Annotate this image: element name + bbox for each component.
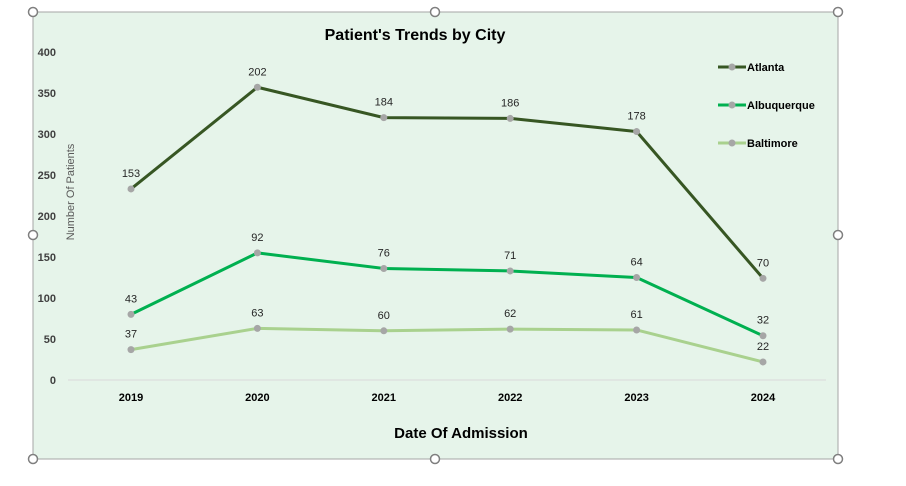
data-label: 184: [375, 97, 393, 109]
resize-handle-left[interactable]: [27, 229, 39, 241]
data-label: 64: [630, 257, 642, 269]
data-point[interactable]: [127, 310, 135, 318]
resize-handle-bottom-left[interactable]: [27, 453, 39, 465]
series-line-baltimore[interactable]: [130, 326, 764, 364]
data-point[interactable]: [633, 326, 641, 334]
y-tick-label: 50: [44, 334, 56, 346]
legend-label-atlanta: Atlanta: [747, 62, 785, 74]
resize-handle-top-right[interactable]: [832, 6, 844, 18]
series-line-albuquerque[interactable]: [130, 251, 764, 338]
data-label: 92: [251, 232, 263, 244]
y-tick-label: 100: [38, 293, 56, 305]
data-point[interactable]: [759, 358, 767, 366]
y-axis-ticks: 0 50 100 150 200 250 300 350 400: [38, 47, 56, 387]
legend-marker: [728, 63, 736, 71]
y-tick-label: 350: [38, 88, 56, 100]
chart-area[interactable]: [32, 11, 839, 460]
data-point[interactable]: [759, 274, 767, 282]
data-point[interactable]: [506, 114, 514, 122]
data-point[interactable]: [380, 114, 388, 122]
legend-label-baltimore: Baltimore: [747, 138, 798, 150]
x-axis-title: Date Of Admission: [394, 425, 528, 442]
data-point[interactable]: [759, 332, 767, 340]
x-tick-label: 2023: [624, 392, 648, 404]
x-tick-label: 2024: [751, 392, 776, 404]
data-point[interactable]: [633, 274, 641, 281]
data-label: 71: [504, 250, 516, 262]
resize-handle-bottom[interactable]: [429, 453, 441, 465]
data-point[interactable]: [506, 267, 514, 275]
x-tick-label: 2022: [498, 392, 522, 404]
data-point[interactable]: [380, 264, 388, 272]
data-point[interactable]: [633, 128, 641, 136]
data-point[interactable]: [380, 327, 388, 335]
resize-handle-bottom-right[interactable]: [832, 453, 844, 465]
x-tick-label: 2020: [245, 392, 269, 404]
x-axis-ticks: 2019 2020 2021 2022 2023 2024: [119, 392, 776, 404]
data-point[interactable]: [253, 83, 261, 91]
data-point[interactable]: [127, 346, 135, 354]
data-label: 153: [122, 168, 140, 180]
data-label: 63: [251, 307, 263, 319]
data-label: 32: [757, 315, 769, 327]
series-line-atlanta[interactable]: [130, 85, 765, 280]
legend-label-albuquerque: Albuquerque: [747, 100, 815, 112]
data-label: 202: [248, 66, 266, 78]
y-tick-label: 0: [50, 375, 56, 387]
y-tick-label: 150: [38, 252, 56, 264]
data-label: 178: [627, 111, 645, 123]
resize-handle-right[interactable]: [832, 229, 844, 241]
data-label: 186: [501, 97, 519, 109]
legend-marker: [728, 139, 736, 147]
resize-handle-top[interactable]: [429, 6, 441, 18]
data-point[interactable]: [506, 325, 514, 333]
legend-marker: [728, 101, 736, 109]
data-label: 61: [630, 309, 642, 321]
data-point[interactable]: [253, 249, 261, 257]
data-label: 37: [125, 329, 137, 341]
y-axis-title: Number Of Patients: [65, 143, 77, 240]
data-label: 62: [504, 308, 516, 320]
x-tick-label: 2019: [119, 392, 143, 404]
series-layer: 153 202 184 186 178 70 43 92 76 71 64 32 37 63 60 62 61 2…: [122, 66, 769, 366]
chart-title: Patient's Trends by City: [325, 27, 506, 44]
y-tick-label: 200: [38, 211, 56, 223]
y-tick-label: 250: [38, 170, 56, 182]
resize-handle-top-left[interactable]: [27, 6, 39, 18]
y-tick-label: 400: [38, 47, 56, 59]
data-label: 76: [378, 247, 390, 259]
x-tick-label: 2021: [372, 392, 396, 404]
legend: Atlanta Albuquerque Baltimore: [718, 62, 815, 150]
data-label: 43: [125, 293, 137, 305]
data-label: 22: [757, 341, 769, 353]
data-point[interactable]: [127, 185, 135, 193]
y-tick-label: 300: [38, 129, 56, 141]
data-label: 70: [757, 257, 769, 269]
data-point[interactable]: [253, 324, 261, 332]
data-label: 60: [378, 310, 390, 322]
